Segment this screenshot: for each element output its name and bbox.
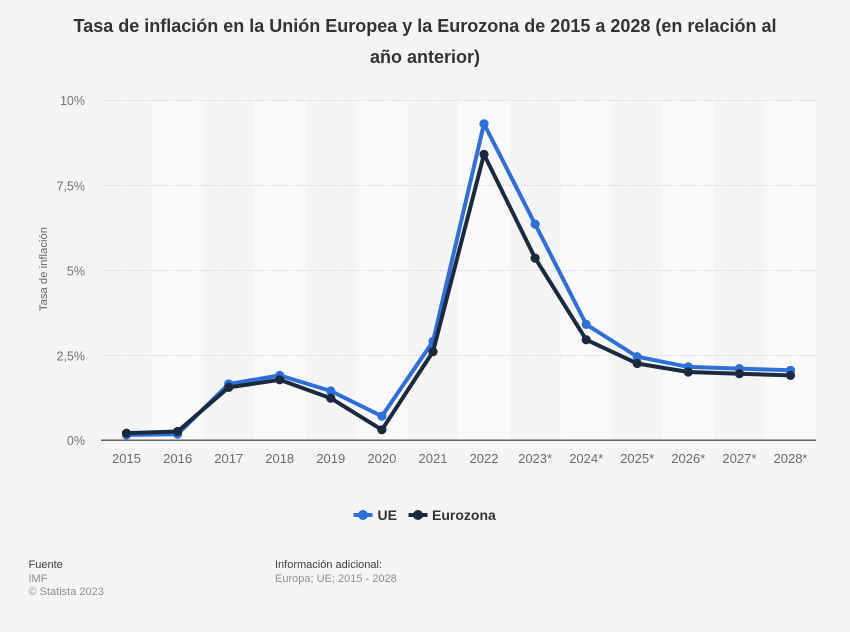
svg-text:2016: 2016 — [163, 451, 192, 466]
svg-text:Tasa de inflación: Tasa de inflación — [38, 227, 50, 311]
svg-text:2025*: 2025* — [620, 451, 654, 466]
svg-text:2,5%: 2,5% — [57, 350, 86, 364]
svg-text:Eurozona: Eurozona — [432, 507, 496, 523]
svg-text:2027*: 2027* — [722, 451, 756, 466]
svg-text:2018: 2018 — [265, 451, 294, 466]
svg-text:2028*: 2028* — [774, 451, 808, 466]
svg-text:5%: 5% — [67, 265, 85, 279]
svg-text:10%: 10% — [60, 94, 85, 108]
svg-text:2023*: 2023* — [518, 451, 552, 466]
svg-text:2020: 2020 — [367, 451, 396, 466]
svg-text:2022: 2022 — [470, 451, 499, 466]
svg-text:0%: 0% — [67, 434, 85, 448]
svg-text:2019: 2019 — [316, 451, 345, 466]
svg-text:7,5%: 7,5% — [57, 180, 86, 194]
svg-text:UE: UE — [378, 507, 397, 523]
svg-text:2024*: 2024* — [569, 451, 603, 466]
svg-text:2017: 2017 — [214, 451, 243, 466]
svg-text:2026*: 2026* — [671, 451, 705, 466]
svg-text:2021: 2021 — [419, 451, 448, 466]
svg-text:2015: 2015 — [112, 451, 141, 466]
